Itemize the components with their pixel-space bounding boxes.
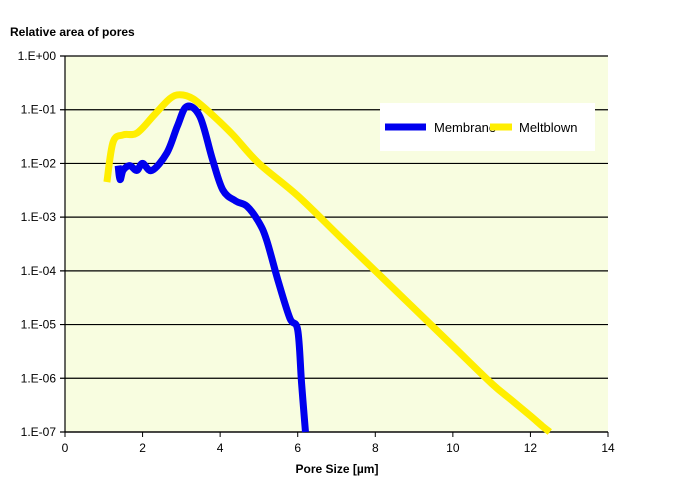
x-axis-title: Pore Size [µm] (296, 462, 379, 476)
x-tick-label: 14 (601, 441, 615, 455)
x-tick-label: 6 (294, 441, 301, 455)
x-tick-label: 8 (372, 441, 379, 455)
x-tick-label: 2 (139, 441, 146, 455)
legend-label-meltblown: Meltblown (519, 120, 578, 135)
y-tick-label: 1.E-01 (21, 103, 57, 117)
y-tick-label: 1.E-06 (21, 371, 57, 385)
x-tick-label: 0 (62, 441, 69, 455)
legend-label-membrane: Membrane (434, 120, 496, 135)
y-tick-label: 1.E-02 (21, 156, 57, 170)
y-tick-label: 1.E-07 (21, 425, 57, 439)
x-tick-label: 10 (446, 441, 460, 455)
series-line-membrane (114, 102, 309, 433)
y-tick-label: 1.E-05 (21, 318, 57, 332)
x-tick-label: 4 (217, 441, 224, 455)
y-tick-label: 1.E+00 (18, 49, 57, 63)
y-tick-label: 1.E-04 (21, 264, 57, 278)
y-axis-title: Relative area of pores (10, 25, 135, 39)
x-tick-label: 12 (524, 441, 538, 455)
series-line-meltblown (103, 91, 552, 435)
legend: Membrane Meltblown (380, 103, 595, 151)
y-tick-label: 1.E-03 (21, 210, 57, 224)
